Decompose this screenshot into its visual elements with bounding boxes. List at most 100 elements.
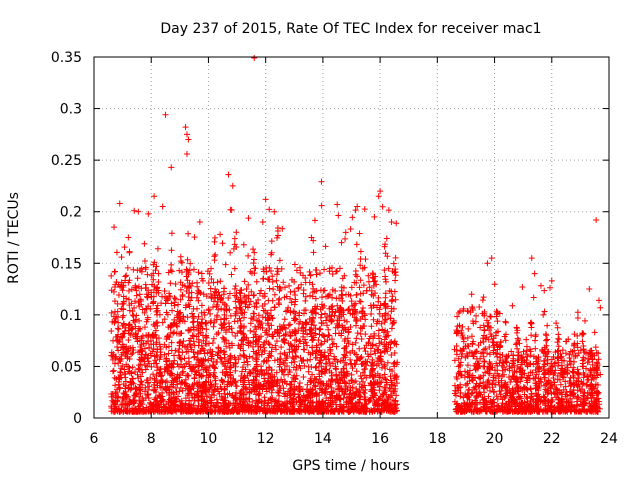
data-point [357, 277, 364, 284]
data-point [574, 315, 581, 322]
data-point [145, 333, 152, 340]
data-point [339, 408, 346, 415]
data-point [127, 379, 134, 386]
data-point [361, 264, 368, 271]
data-point [338, 385, 345, 392]
data-point [245, 377, 252, 384]
data-point [225, 171, 232, 178]
data-point [168, 300, 175, 307]
data-point [172, 385, 179, 392]
data-point [179, 293, 186, 300]
data-point [515, 349, 522, 356]
data-point [255, 347, 262, 354]
data-point [234, 330, 241, 337]
data-point [272, 346, 279, 353]
data-point [183, 131, 190, 138]
data-point [268, 402, 275, 409]
data-point [527, 352, 534, 359]
data-point [162, 300, 169, 307]
data-point [198, 270, 205, 277]
data-point [126, 356, 133, 363]
data-point [393, 220, 400, 227]
data-point [329, 303, 336, 310]
data-point [262, 196, 269, 203]
data-point [180, 368, 187, 375]
data-point [123, 407, 130, 414]
data-point [118, 254, 125, 261]
data-point [331, 312, 338, 319]
data-point [115, 326, 122, 333]
data-point [305, 368, 312, 375]
data-point [149, 401, 156, 408]
data-point [203, 393, 210, 400]
data-point [177, 315, 184, 322]
data-point [527, 320, 534, 327]
data-point [231, 265, 238, 272]
data-point [317, 314, 324, 321]
data-point [227, 312, 234, 319]
data-point [322, 310, 329, 317]
data-point [295, 285, 302, 292]
data-point [302, 307, 309, 314]
x-tick-label: 10 [200, 431, 218, 447]
data-point [184, 284, 191, 291]
data-point [126, 369, 133, 376]
data-point [291, 391, 298, 398]
data-point [182, 376, 189, 383]
data-point [349, 365, 356, 372]
data-point [185, 271, 192, 278]
data-point [210, 323, 217, 330]
data-point [342, 229, 349, 236]
data-point [326, 332, 333, 339]
data-point [353, 241, 360, 248]
data-point [195, 336, 202, 343]
data-point [349, 214, 356, 221]
data-point [261, 394, 268, 401]
data-point [132, 323, 139, 330]
y-tick-label: 0.35 [51, 50, 82, 66]
data-point [323, 360, 330, 367]
data-point [285, 340, 292, 347]
data-point [315, 337, 322, 344]
data-point [347, 310, 354, 317]
data-point [145, 210, 152, 217]
data-point [562, 378, 569, 385]
data-point [198, 383, 205, 390]
data-point [157, 346, 164, 353]
data-point [528, 255, 535, 262]
data-point [232, 283, 239, 290]
data-point [148, 363, 155, 370]
data-point [385, 394, 392, 401]
data-point [142, 384, 149, 391]
data-point [480, 294, 487, 301]
data-point [130, 380, 137, 387]
data-point [332, 330, 339, 337]
data-point [178, 259, 185, 266]
data-point [108, 352, 115, 359]
data-point [153, 305, 160, 312]
data-point [198, 342, 205, 349]
data-point [389, 368, 396, 375]
data-point [141, 309, 148, 316]
data-point [130, 396, 137, 403]
data-point [333, 405, 340, 412]
data-point [248, 408, 255, 415]
data-point [211, 392, 218, 399]
data-point [177, 286, 184, 293]
data-point [368, 323, 375, 330]
data-point [208, 276, 215, 283]
data-point [182, 304, 189, 311]
data-point [213, 316, 220, 323]
data-point [206, 371, 213, 378]
data-point [334, 201, 341, 208]
data-point [312, 266, 319, 273]
data-point [593, 216, 600, 223]
data-point [178, 269, 185, 276]
data-point [215, 406, 222, 413]
data-point [207, 310, 214, 317]
data-point [137, 386, 144, 393]
data-point [142, 394, 149, 401]
data-point [178, 397, 185, 404]
data-point [306, 268, 313, 275]
